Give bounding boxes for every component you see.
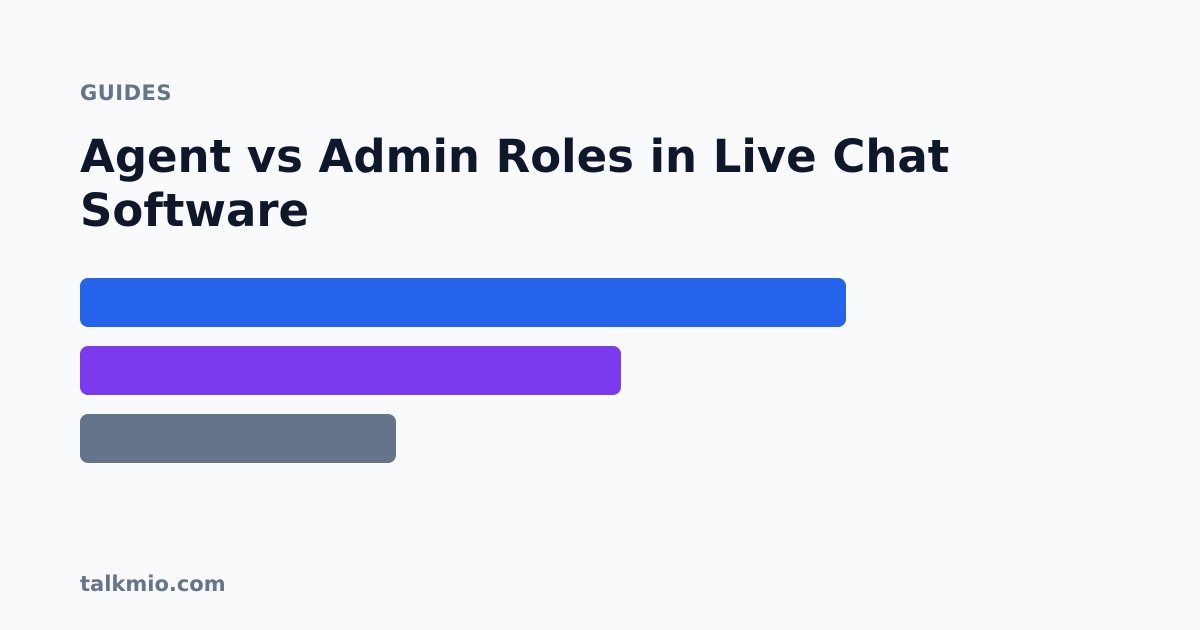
bar-3 bbox=[80, 414, 396, 463]
bar-1 bbox=[80, 278, 846, 327]
bar-2 bbox=[80, 346, 621, 395]
site-domain: talkmio.com bbox=[80, 572, 226, 596]
page-title: Agent vs Admin Roles in Live Chat Softwa… bbox=[80, 130, 950, 237]
decorative-bars bbox=[80, 278, 1120, 482]
category-label: GUIDES bbox=[80, 81, 173, 105]
